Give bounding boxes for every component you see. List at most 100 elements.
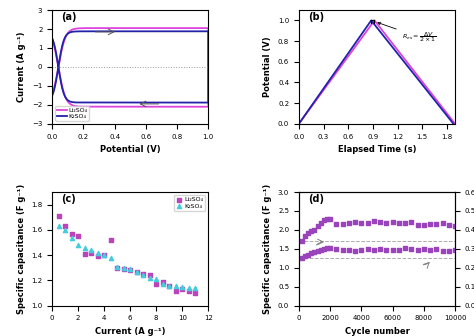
Text: (b): (b)	[308, 12, 324, 22]
Point	[339, 247, 346, 253]
Point	[432, 247, 440, 252]
Y-axis label: Specific capacitance (F g⁻¹): Specific capacitance (F g⁻¹)	[264, 184, 273, 314]
Point	[420, 222, 428, 227]
K₂SO₄	[112, 100, 118, 104]
Point	[376, 246, 384, 252]
K₂SO₄	[94, 250, 101, 255]
Point	[317, 220, 325, 226]
Li₂SO₄	[176, 26, 182, 30]
Li₂SO₄	[185, 288, 192, 293]
K₂SO₄	[133, 269, 140, 274]
K₂SO₄	[176, 29, 182, 33]
Li₂SO₄	[55, 213, 63, 219]
Point	[439, 220, 447, 226]
Point	[439, 249, 447, 254]
K₂SO₄	[165, 283, 173, 288]
X-axis label: Elapsed Time (s): Elapsed Time (s)	[337, 145, 416, 154]
K₂SO₄	[162, 29, 167, 33]
Point	[389, 247, 396, 252]
Li₂SO₄	[146, 105, 152, 109]
K₂SO₄	[146, 275, 154, 281]
Point	[345, 220, 353, 225]
Point	[310, 227, 318, 233]
Li₂SO₄	[49, 37, 55, 41]
K₂SO₄	[55, 223, 63, 229]
Legend: Li₂SO₄, K₂SO₄: Li₂SO₄, K₂SO₄	[174, 195, 205, 211]
Li₂SO₄	[187, 26, 193, 30]
Point	[308, 251, 315, 256]
Point	[357, 247, 365, 253]
K₂SO₄	[113, 264, 121, 269]
Li₂SO₄	[112, 105, 118, 109]
Point	[445, 222, 453, 227]
Point	[326, 246, 334, 251]
Point	[308, 228, 315, 234]
Point	[426, 221, 434, 226]
Point	[333, 221, 340, 226]
Point	[370, 248, 378, 253]
Li₂SO₄	[133, 269, 140, 274]
Text: $R_{es}=\dfrac{\Delta V}{2\times 1}$: $R_{es}=\dfrac{\Delta V}{2\times 1}$	[378, 22, 437, 44]
K₂SO₄	[61, 227, 69, 233]
Point	[383, 247, 390, 252]
K₂SO₄	[74, 242, 82, 248]
Point	[351, 248, 359, 253]
K₂SO₄	[107, 255, 115, 260]
Li₂SO₄	[205, 105, 211, 109]
Y-axis label: Current (A g⁻¹): Current (A g⁻¹)	[18, 32, 27, 102]
Point	[351, 219, 359, 224]
Line: K₂SO₄: K₂SO₄	[52, 31, 208, 102]
Point	[323, 217, 331, 222]
Point	[414, 222, 421, 227]
Li₂SO₄	[49, 92, 55, 96]
Point	[301, 254, 309, 259]
Legend: Li₂SO₄, K₂SO₄: Li₂SO₄, K₂SO₄	[55, 106, 90, 121]
K₂SO₄	[159, 282, 166, 287]
Li₂SO₄	[81, 26, 87, 30]
K₂SO₄	[139, 273, 147, 278]
Point	[323, 246, 331, 251]
Point	[320, 218, 328, 223]
Point	[364, 220, 372, 226]
Point	[301, 233, 309, 238]
Point	[304, 230, 312, 236]
Li₂SO₄	[179, 287, 186, 292]
Point	[310, 249, 318, 255]
Li₂SO₄	[81, 251, 89, 257]
Li₂SO₄	[146, 273, 154, 278]
Point	[383, 220, 390, 226]
Point	[401, 245, 409, 251]
Point	[426, 248, 434, 253]
Point	[451, 223, 459, 228]
X-axis label: Potential (V): Potential (V)	[100, 145, 161, 154]
Li₂SO₄	[120, 266, 128, 272]
K₂SO₄	[185, 285, 192, 291]
Point	[304, 252, 312, 257]
Li₂SO₄	[191, 26, 196, 30]
Point	[395, 247, 402, 252]
Point	[345, 247, 353, 252]
Y-axis label: Potential (V): Potential (V)	[264, 37, 273, 97]
K₂SO₄	[81, 29, 87, 33]
K₂SO₄	[49, 94, 55, 98]
Point	[317, 247, 325, 252]
Li₂SO₄	[153, 282, 160, 287]
Li₂SO₄	[113, 265, 121, 270]
K₂SO₄	[179, 284, 186, 290]
Point	[298, 238, 306, 243]
Point	[370, 218, 378, 224]
K₂SO₄	[87, 248, 95, 253]
Point	[414, 248, 421, 253]
K₂SO₄	[153, 277, 160, 282]
Point	[395, 220, 402, 225]
Li₂SO₄	[165, 283, 173, 288]
Point	[357, 221, 365, 226]
Text: (d): (d)	[308, 194, 324, 204]
Point	[314, 223, 321, 229]
K₂SO₄	[118, 100, 123, 104]
K₂SO₄	[49, 36, 55, 40]
Li₂SO₄	[61, 223, 69, 229]
K₂SO₄	[172, 283, 180, 288]
Li₂SO₄	[139, 271, 147, 277]
Li₂SO₄	[94, 254, 101, 259]
